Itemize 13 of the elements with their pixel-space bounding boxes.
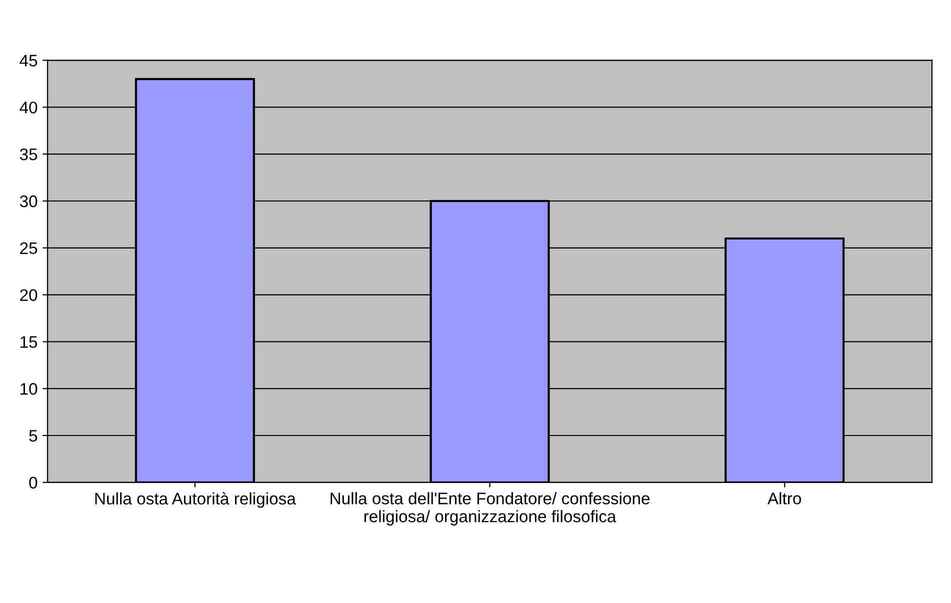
y-tick-label: 30	[20, 195, 38, 208]
y-tick-label: 10	[20, 383, 38, 395]
y-tick-label: 15	[20, 336, 38, 348]
x-tick-label: Nulla osta Autorità religiosa	[95, 492, 296, 508]
y-tick-label: 40	[20, 102, 38, 114]
y-tick-label: 35	[20, 148, 38, 160]
x-tick-label: Nulla osta dell'Ente Fondatore/ confessione religiosa/ organizzazione filosofica	[330, 492, 650, 526]
y-tick-label: 45	[20, 54, 38, 67]
x-tick-label: Altro	[767, 492, 802, 504]
y-tick-label: 25	[20, 242, 38, 254]
y-tick-label: 0	[29, 476, 38, 489]
y-tick-label: 20	[20, 289, 38, 302]
y-tick-label: 5	[29, 430, 38, 442]
